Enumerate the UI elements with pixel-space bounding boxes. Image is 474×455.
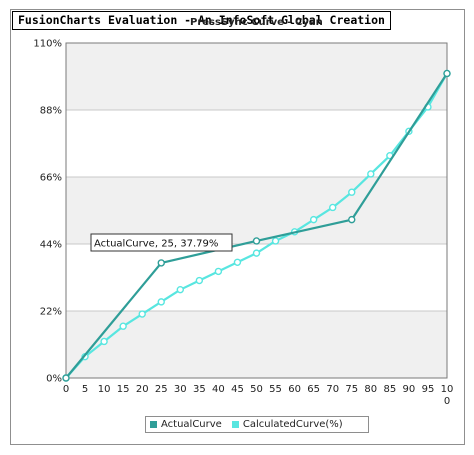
x-tick-label: 95 — [422, 384, 435, 395]
x-tick-label: 75 — [345, 384, 358, 395]
plot-band — [66, 311, 447, 378]
legend-label-calculated: CalculatedCurve(%) — [242, 419, 343, 430]
x-axis-labels: 0 5 10 15 20 25 30 35 40 45 50 55 60 65 70 75 80 85 90 95 10… — [63, 384, 454, 407]
x-tick-label: 40 — [212, 384, 225, 395]
x-tick-label: 20 — [136, 384, 149, 395]
x-tick-label-wrap: 0 — [444, 396, 450, 407]
calculated-curve-point — [138, 310, 146, 318]
x-tick-label: 45 — [231, 384, 244, 395]
calculated-curve-point — [157, 298, 165, 306]
calculated-curve-point — [100, 337, 108, 346]
calculated-curve-point — [329, 203, 337, 212]
x-tick-label: 80 — [364, 384, 377, 395]
x-tick-label: 60 — [288, 384, 301, 395]
calculated-curve-point — [119, 322, 127, 330]
x-tick-label: 70 — [326, 384, 339, 395]
actual-curve-point — [62, 374, 70, 382]
x-tick-label: 65 — [307, 384, 320, 395]
series-actual — [62, 69, 451, 382]
y-tick-label: 110% — [33, 39, 62, 50]
plot-band — [66, 43, 447, 110]
legend-label-actual: ActualCurve — [161, 419, 222, 430]
y-tick-label: 44% — [40, 240, 62, 251]
actual-curve-point — [443, 69, 451, 78]
x-tick-label: 30 — [174, 384, 187, 395]
legend-swatch-actual — [150, 421, 157, 428]
calculated-curve-point — [367, 170, 375, 178]
actual-curve-point — [348, 215, 356, 224]
x-tick-label: 35 — [193, 384, 206, 395]
x-tick-label: 5 — [82, 384, 88, 395]
plot-band — [66, 177, 447, 244]
tooltip-box — [90, 233, 233, 252]
x-tick-label: 85 — [383, 384, 396, 395]
legend-item-actual[interactable]: ActualCurve — [150, 419, 222, 430]
x-tick-label: 55 — [269, 384, 282, 395]
calculated-curve-point — [176, 285, 185, 294]
y-tick-label: 22% — [40, 307, 62, 318]
y-tick-label: 88% — [40, 106, 62, 117]
x-tick-label: 10 — [98, 384, 111, 395]
x-tick-label: 10 — [441, 384, 454, 395]
evaluation-banner: FusionCharts Evaluation - An InfoSoft Gl… — [12, 11, 391, 30]
y-tick-label: 0% — [46, 374, 62, 385]
y-tick-label: 66% — [40, 173, 62, 184]
calculated-curve-point — [252, 249, 261, 257]
x-tick-label: 25 — [155, 384, 168, 395]
actual-curve-point — [252, 237, 261, 245]
legend: ActualCurve CalculatedCurve(%) — [145, 416, 369, 433]
x-tick-label: 15 — [117, 384, 130, 395]
calculated-curve-point — [348, 188, 356, 196]
plot-area-border — [65, 42, 448, 379]
legend-swatch-calculated — [231, 421, 239, 428]
calculated-curve-point — [195, 276, 204, 285]
tooltip-text: ActualCurve, 25, 37.79% — [94, 239, 218, 250]
calculated-curve-point — [214, 267, 223, 276]
calculated-curve-point — [271, 237, 280, 245]
x-tick-label: 90 — [403, 384, 416, 395]
chart-subtitle: PressSync Curve - Cyan — [190, 17, 323, 28]
y-axis-labels: 0% 22% 44% 66% 88% 110% — [33, 39, 62, 385]
calculated-curve-point — [309, 215, 318, 224]
legend-item-calculated[interactable]: CalculatedCurve(%) — [231, 419, 343, 430]
tooltip: ActualCurve, 25, 37.79% — [90, 233, 233, 252]
actual-curve-point — [157, 259, 165, 267]
x-tick-label: 0 — [63, 384, 69, 395]
x-tick-label: 50 — [250, 384, 263, 395]
calculated-curve-point — [233, 258, 242, 266]
